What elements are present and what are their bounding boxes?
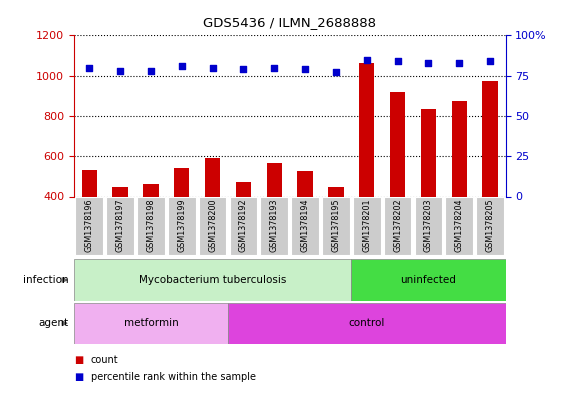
- Text: metformin: metformin: [124, 318, 178, 328]
- Text: ■: ■: [74, 372, 83, 382]
- Point: [239, 66, 248, 72]
- Bar: [260, 197, 288, 255]
- Bar: [390, 92, 406, 196]
- Bar: [143, 184, 158, 196]
- Bar: [298, 171, 313, 196]
- Bar: [359, 62, 374, 196]
- Bar: [205, 158, 220, 196]
- Text: agent: agent: [38, 318, 68, 328]
- Bar: [421, 109, 436, 196]
- Text: GSM1378203: GSM1378203: [424, 198, 433, 252]
- Bar: [174, 168, 190, 196]
- Point: [147, 68, 156, 74]
- Bar: [236, 182, 251, 196]
- Bar: [229, 197, 257, 255]
- Bar: [74, 303, 228, 344]
- Text: ■: ■: [74, 354, 83, 365]
- Point: [393, 58, 402, 64]
- Bar: [353, 197, 381, 255]
- Bar: [476, 197, 504, 255]
- Text: GSM1378204: GSM1378204: [455, 198, 463, 252]
- Bar: [352, 259, 506, 301]
- Bar: [452, 101, 467, 196]
- Bar: [415, 197, 442, 255]
- Text: GSM1378193: GSM1378193: [270, 198, 279, 252]
- Text: GSM1378198: GSM1378198: [147, 198, 156, 252]
- Bar: [328, 187, 344, 196]
- Text: GSM1378195: GSM1378195: [332, 198, 340, 252]
- Text: GSM1378199: GSM1378199: [177, 198, 186, 252]
- Text: GSM1378200: GSM1378200: [208, 198, 217, 252]
- Bar: [482, 81, 498, 196]
- Text: Mycobacterium tuberculosis: Mycobacterium tuberculosis: [139, 275, 286, 285]
- Bar: [106, 197, 134, 255]
- Point: [115, 68, 124, 74]
- Text: GDS5436 / ILMN_2688888: GDS5436 / ILMN_2688888: [203, 16, 376, 29]
- Text: GSM1378201: GSM1378201: [362, 198, 371, 252]
- Bar: [137, 197, 165, 255]
- Text: uninfected: uninfected: [400, 275, 456, 285]
- Bar: [76, 197, 103, 255]
- Text: percentile rank within the sample: percentile rank within the sample: [91, 372, 256, 382]
- Bar: [445, 197, 473, 255]
- Point: [331, 69, 340, 75]
- Point: [455, 60, 464, 66]
- Bar: [74, 259, 352, 301]
- Bar: [199, 197, 227, 255]
- Bar: [384, 197, 411, 255]
- Text: GSM1378192: GSM1378192: [239, 198, 248, 252]
- Bar: [228, 303, 506, 344]
- Text: infection: infection: [23, 275, 68, 285]
- Point: [362, 56, 371, 62]
- Bar: [266, 163, 282, 196]
- Bar: [82, 170, 97, 196]
- Text: control: control: [349, 318, 385, 328]
- Bar: [291, 197, 319, 255]
- Point: [300, 66, 310, 72]
- Bar: [112, 187, 128, 196]
- Point: [486, 58, 495, 64]
- Point: [208, 64, 217, 71]
- Text: GSM1378202: GSM1378202: [393, 198, 402, 252]
- Text: GSM1378197: GSM1378197: [116, 198, 124, 252]
- Point: [177, 63, 186, 69]
- Text: count: count: [91, 354, 119, 365]
- Bar: [322, 197, 350, 255]
- Text: GSM1378196: GSM1378196: [85, 198, 94, 252]
- Text: GSM1378205: GSM1378205: [486, 198, 495, 252]
- Point: [85, 64, 94, 71]
- Point: [424, 60, 433, 66]
- Point: [270, 64, 279, 71]
- Bar: [168, 197, 195, 255]
- Text: GSM1378194: GSM1378194: [300, 198, 310, 252]
